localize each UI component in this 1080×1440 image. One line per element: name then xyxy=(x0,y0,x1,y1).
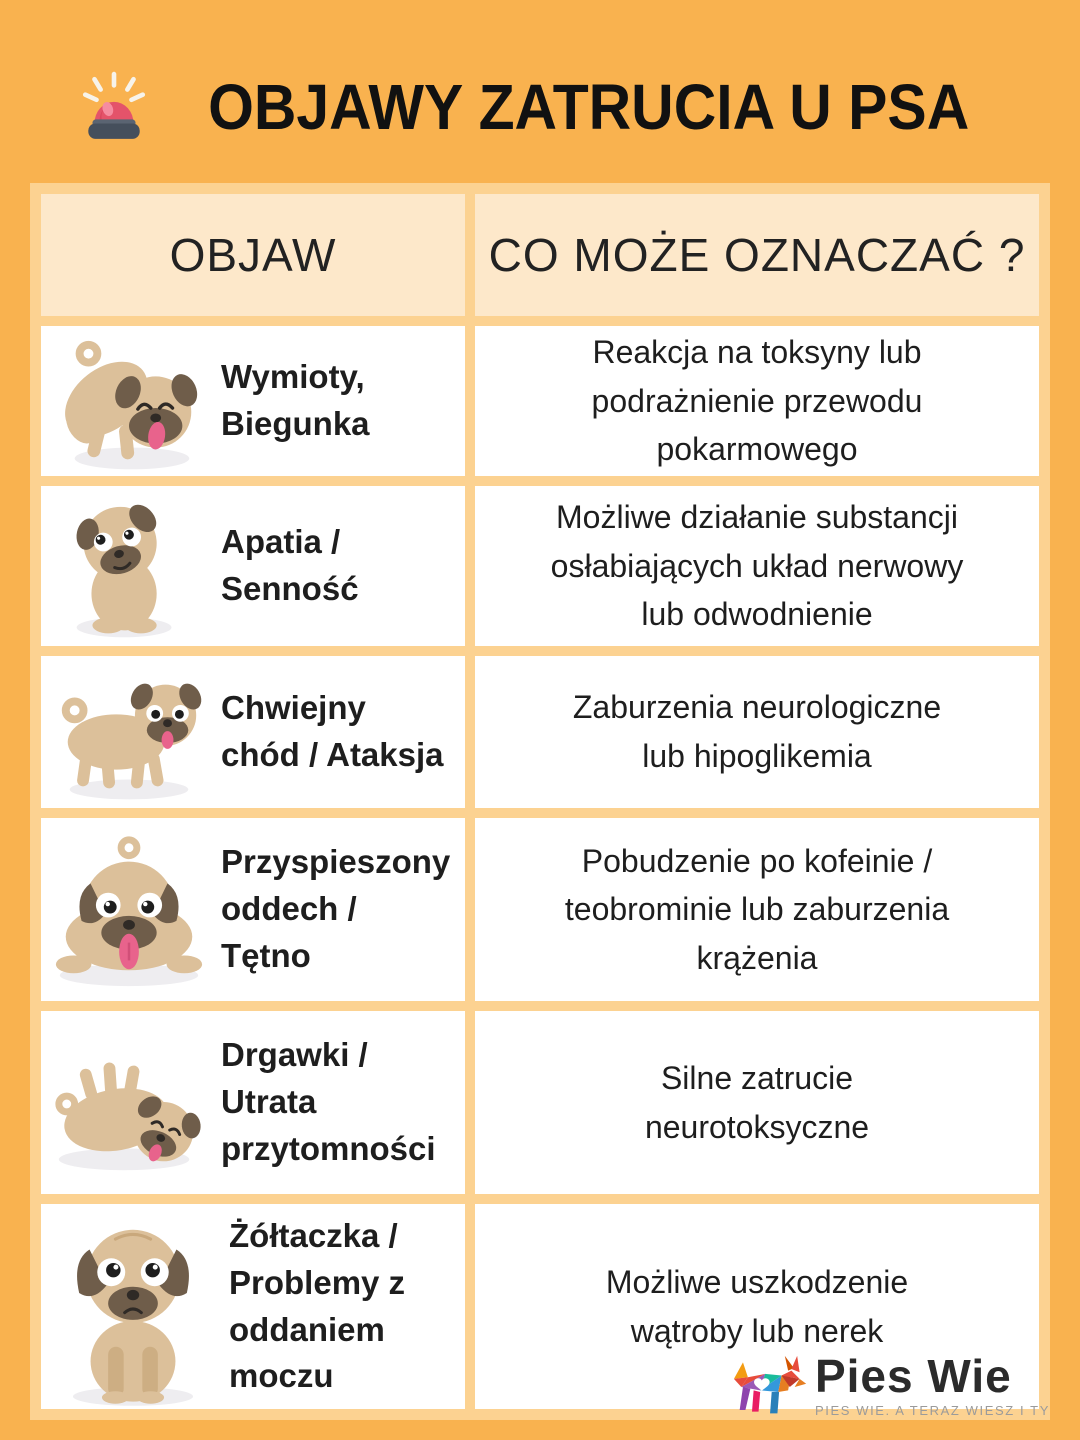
meaning-cell: Możliwe uszkodzenie wątroby lub nerek xyxy=(475,1204,1039,1409)
meaning-cell: Silne zatrucie neurotoksyczne xyxy=(475,1011,1039,1194)
logo-name: Pies Wie xyxy=(814,1350,1012,1403)
symptom-label: Przyspieszony oddech / Tętno xyxy=(221,843,451,974)
meaning-text: Możliwe działanie substancji osłabiający… xyxy=(550,499,964,633)
meaning-text: Silne zatrucie neurotoksyczne xyxy=(644,1059,870,1145)
title-bar: OBJAWY ZATRUCIA U PSA xyxy=(0,52,1080,162)
meaning-cell: Pobudzenie po kofeinie / teobrominie lub… xyxy=(475,818,1039,1001)
header-cell-meaning: CO MOŻE OZNACZAĆ ? xyxy=(475,194,1039,316)
meaning-cell: Możliwe działanie substancji osłabiający… xyxy=(475,486,1039,646)
header-cell-symptom: OBJAW xyxy=(41,194,465,316)
symptom-cell: Chwiejny chód / Ataksja xyxy=(41,656,465,808)
pug-head-tilt-illustration xyxy=(76,504,172,638)
table-row: Przyspieszony oddech / Tętno Pobudzenie … xyxy=(41,818,1039,1001)
table-row: Wymioty, Biegunka Reakcja na toksyny lub… xyxy=(41,326,1039,476)
pieswie-logo: Pies Wie PIES WIE. A TERAZ WIESZ I TY xyxy=(729,1344,1050,1426)
symptom-label: Drgawki / Utrata przytomności xyxy=(221,1036,436,1167)
pug-play-bow-illustration xyxy=(65,340,198,470)
meaning-text: Zaburzenia neurologiczne lub hipoglikemi… xyxy=(572,689,942,774)
meaning-cell: Reakcja na toksyny lub podrażnienie prze… xyxy=(475,326,1039,476)
logo-text-block: Pies Wie PIES WIE. A TERAZ WIESZ I TY xyxy=(814,1350,1050,1418)
symptom-label: Apatia / Senność xyxy=(221,523,359,607)
siren-icon xyxy=(83,71,146,139)
header-row: OBJAW CO MOŻE OZNACZAĆ ? xyxy=(41,194,1039,316)
table-row: Żółtaczka / Problemy z oddaniem moczu Mo… xyxy=(41,1204,1039,1409)
symptom-label: Wymioty, Biegunka xyxy=(221,358,370,442)
symptom-cell: Drgawki / Utrata przytomności xyxy=(41,1011,465,1194)
meaning-text: Możliwe uszkodzenie wątroby lub nerek xyxy=(605,1263,909,1349)
symptom-cell: Apatia / Senność xyxy=(41,486,465,646)
symptom-table: OBJAW CO MOŻE OZNACZAĆ ? Wymioty, B xyxy=(30,183,1050,1420)
symptom-cell: Przyspieszony oddech / Tętno xyxy=(41,818,465,1001)
pug-lying-tongue-out-illustration xyxy=(55,836,203,987)
page-title: OBJAWY ZATRUCIA U PSA xyxy=(208,71,970,143)
meaning-text: Reakcja na toksyny lub podrażnienie prze… xyxy=(591,334,923,468)
meaning-text: Pobudzenie po kofeinie / teobrominie lub… xyxy=(564,842,950,976)
pug-on-back-illustration xyxy=(55,1062,201,1171)
symptom-label: Chwiejny chód / Ataksja xyxy=(221,689,444,773)
logo-tagline: PIES WIE. A TERAZ WIESZ I TY xyxy=(814,1402,1050,1418)
symptom-cell: Żółtaczka / Problemy z oddaniem moczu xyxy=(41,1204,465,1409)
meaning-cell: Zaburzenia neurologiczne lub hipoglikemi… xyxy=(475,656,1039,808)
table-row: Apatia / Senność Możliwe działanie subst… xyxy=(41,486,1039,646)
logo-dog-icon xyxy=(733,1355,807,1414)
symptom-label: Żółtaczka / Problemy z oddaniem moczu xyxy=(229,1216,406,1395)
symptom-cell: Wymioty, Biegunka xyxy=(41,326,465,476)
table-row: Chwiejny chód / Ataksja Zaburzenia neuro… xyxy=(41,656,1039,808)
pug-walking-illustration xyxy=(61,683,202,800)
table-row: Drgawki / Utrata przytomności Silne zatr… xyxy=(41,1011,1039,1194)
pug-sitting-sad-illustration xyxy=(72,1229,194,1406)
